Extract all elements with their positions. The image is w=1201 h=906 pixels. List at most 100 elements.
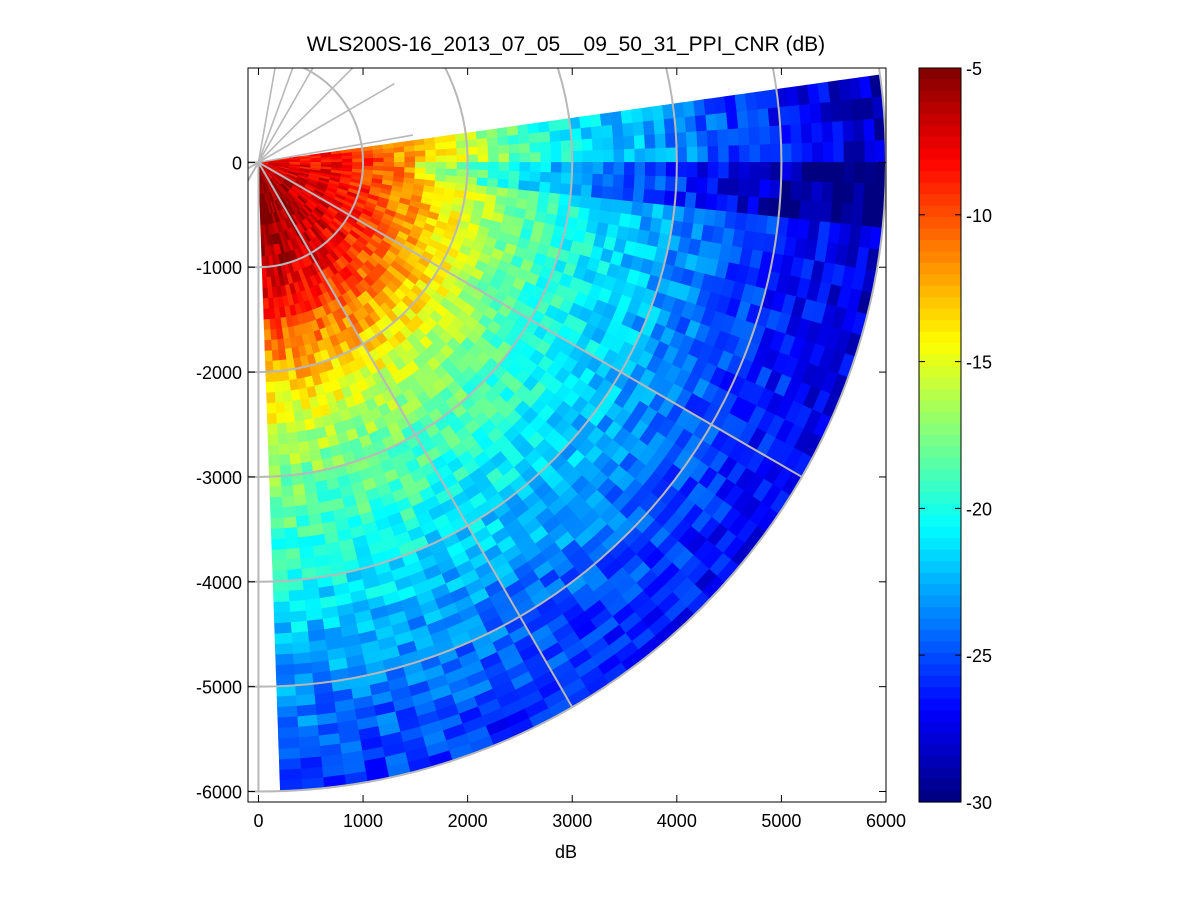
ppi-cell: [519, 134, 530, 144]
ppi-cell: [634, 135, 645, 149]
ppi-cell: [781, 144, 792, 163]
colorbar-swatch: [919, 332, 961, 344]
ppi-cell: [635, 149, 646, 163]
colorbar-swatch: [919, 91, 961, 103]
ppi-cell: [299, 736, 320, 748]
ppi-cell: [718, 179, 729, 196]
ppi-cell: [274, 612, 290, 623]
colorbar-swatch: [919, 343, 961, 355]
x-tick-label: 5000: [761, 811, 801, 831]
colorbar-swatch: [919, 79, 961, 91]
ppi-cell: [273, 581, 288, 592]
colorbar-swatch: [919, 561, 961, 573]
ppi-cell: [321, 160, 332, 163]
ppi-cell: [270, 497, 282, 508]
ppi-cell: [759, 180, 770, 198]
ppi-cell: [624, 136, 635, 150]
x-tick-label: 0: [253, 811, 263, 831]
ppi-cell: [276, 665, 294, 676]
ppi-cell: [476, 130, 487, 139]
ppi-cell: [747, 110, 759, 128]
y-tick-label: -6000: [196, 783, 242, 803]
ppi-cell: [624, 149, 635, 162]
colorbar-swatch: [919, 492, 961, 504]
ppi-cell: [578, 208, 590, 221]
ppi-cell: [865, 162, 876, 184]
colorbar-swatch: [919, 458, 961, 470]
ppi-cell: [581, 185, 592, 197]
colorbar-swatch: [919, 710, 961, 722]
ppi-cell: [687, 147, 698, 162]
ppi-cell: [271, 529, 285, 540]
ppi-cell: [487, 137, 498, 146]
ppi-cell: [791, 181, 802, 200]
ppi-cell: [698, 162, 709, 178]
ppi-cell: [528, 123, 540, 134]
ppi-cell: [612, 124, 624, 138]
ppi-cell: [687, 162, 698, 177]
ppi-cell: [686, 132, 697, 148]
ppi-cell: [540, 172, 551, 183]
ppi-cell: [750, 145, 761, 163]
colorbar-swatch: [919, 274, 961, 286]
colorbar-swatch: [919, 125, 961, 137]
colorbar-swatch: [919, 401, 961, 413]
ppi-cell: [624, 175, 635, 189]
ppi-cell: [685, 192, 697, 208]
ppi-cell: [614, 150, 625, 163]
ppi-cell: [295, 505, 308, 517]
ppi-cell: [729, 146, 740, 163]
ppi-cell: [498, 136, 509, 145]
ppi-cell: [271, 518, 284, 529]
ppi-cell: [478, 154, 489, 162]
ppi-cell: [547, 203, 559, 215]
y-tick-label: -4000: [196, 573, 242, 593]
ppi-cell: [517, 190, 529, 201]
colorbar-swatch: [919, 206, 961, 218]
ppi-cell: [823, 162, 834, 182]
colorbar-tick-label: -15: [966, 353, 992, 373]
colorbar-swatch: [919, 263, 961, 275]
colorbar-swatch: [919, 102, 961, 114]
ppi-cell: [394, 152, 405, 158]
ppi-cell: [551, 173, 562, 184]
bearing-spoke: [0, 162, 258, 477]
ppi-cell: [415, 145, 426, 152]
colorbar-swatch: [919, 412, 961, 424]
colorbar-swatch: [919, 378, 961, 390]
colorbar-swatch: [919, 687, 961, 699]
ppi-cell: [799, 104, 811, 124]
ppi-cell: [656, 162, 667, 176]
ppi-cell: [384, 162, 395, 167]
ppi-cell: [614, 162, 625, 175]
ppi-cell: [447, 155, 458, 162]
ppi-cell: [643, 121, 655, 136]
ppi-cell: [272, 539, 286, 550]
colorbar-swatch: [919, 664, 961, 676]
ppi-cell: [645, 149, 656, 163]
ppi-cell: [683, 207, 695, 223]
x-tick-label: 6000: [866, 811, 906, 831]
ppi-cell: [298, 726, 319, 738]
ppi-cell: [603, 150, 614, 163]
ppi-cell: [288, 443, 299, 455]
colorbar-tick-label: -5: [966, 59, 982, 79]
y-tick-label: -3000: [196, 468, 242, 488]
ppi-cell: [530, 143, 541, 153]
ppi-cell: [363, 158, 374, 162]
ppi-cell: [695, 115, 707, 132]
colorbar-swatch: [919, 148, 961, 160]
ppi-cell: [488, 154, 499, 162]
ppi-cell: [760, 144, 771, 162]
ppi-cell: [789, 200, 801, 220]
colorbar-swatch: [919, 584, 961, 596]
ppi-cell: [298, 536, 313, 548]
ppi-cell: [498, 145, 509, 154]
ppi-cell: [268, 445, 279, 456]
ppi-cell: [467, 139, 478, 147]
ppi-cell: [529, 133, 540, 144]
colorbar-swatch: [919, 320, 961, 332]
ppi-cell: [580, 196, 592, 209]
ppi-cell: [750, 162, 761, 180]
ppi-cell: [572, 173, 583, 185]
